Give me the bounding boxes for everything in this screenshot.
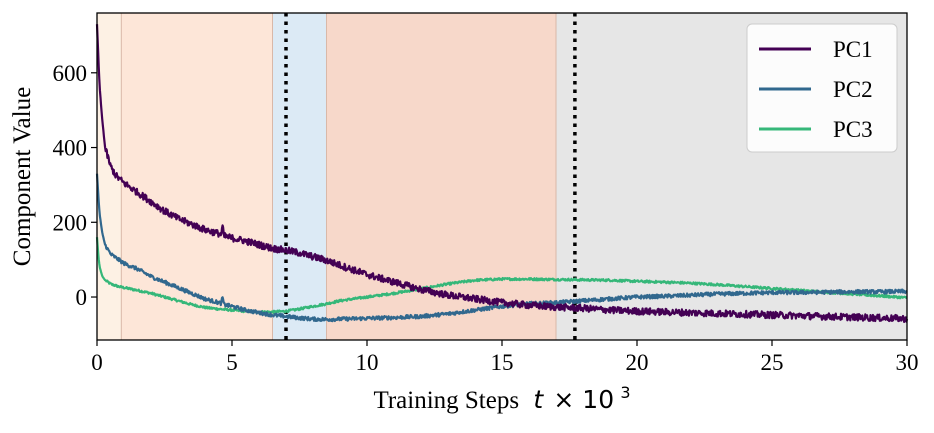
x-tick-label: 20 <box>626 350 649 375</box>
series-line-pc1 <box>95 24 909 323</box>
axis-ticks: 0 5 10 15 20 25 30 0 200 400 600 <box>53 61 919 375</box>
y-tick-label: 0 <box>76 285 88 310</box>
legend-box <box>746 23 898 153</box>
series-line-pc3 <box>95 237 908 315</box>
x-axis-label-text: Training Steps <box>373 387 519 414</box>
series-line-pc2 <box>95 173 908 323</box>
x-tick-label: 0 <box>91 350 103 375</box>
x-axis-label: Training Steps t × 10 3 <box>373 383 630 414</box>
x-tick-label: 5 <box>226 350 238 375</box>
series-lines <box>95 24 909 323</box>
legend: PC1 PC2 PC3 <box>746 23 898 153</box>
shaded-region-2 <box>272 13 327 340</box>
y-axis-label: Component Value <box>9 87 36 266</box>
legend-label-pc3: PC3 <box>833 117 873 142</box>
x-axis-label-math: t <box>533 385 544 414</box>
y-tick-label: 400 <box>53 136 88 161</box>
legend-label-pc2: PC2 <box>833 77 873 102</box>
vertical-dotted-lines <box>284 13 577 340</box>
x-axis-label-exponent: 3 <box>620 383 630 402</box>
shaded-region-1 <box>121 13 273 340</box>
x-tick-label: 15 <box>491 350 514 375</box>
legend-label-pc1: PC1 <box>833 37 873 62</box>
y-tick-label: 200 <box>53 210 88 235</box>
x-tick-label: 25 <box>761 350 784 375</box>
y-tick-label: 600 <box>53 61 88 86</box>
x-axis-label-times: × 10 <box>553 385 614 414</box>
x-tick-label: 30 <box>896 350 919 375</box>
x-tick-label: 10 <box>356 350 379 375</box>
